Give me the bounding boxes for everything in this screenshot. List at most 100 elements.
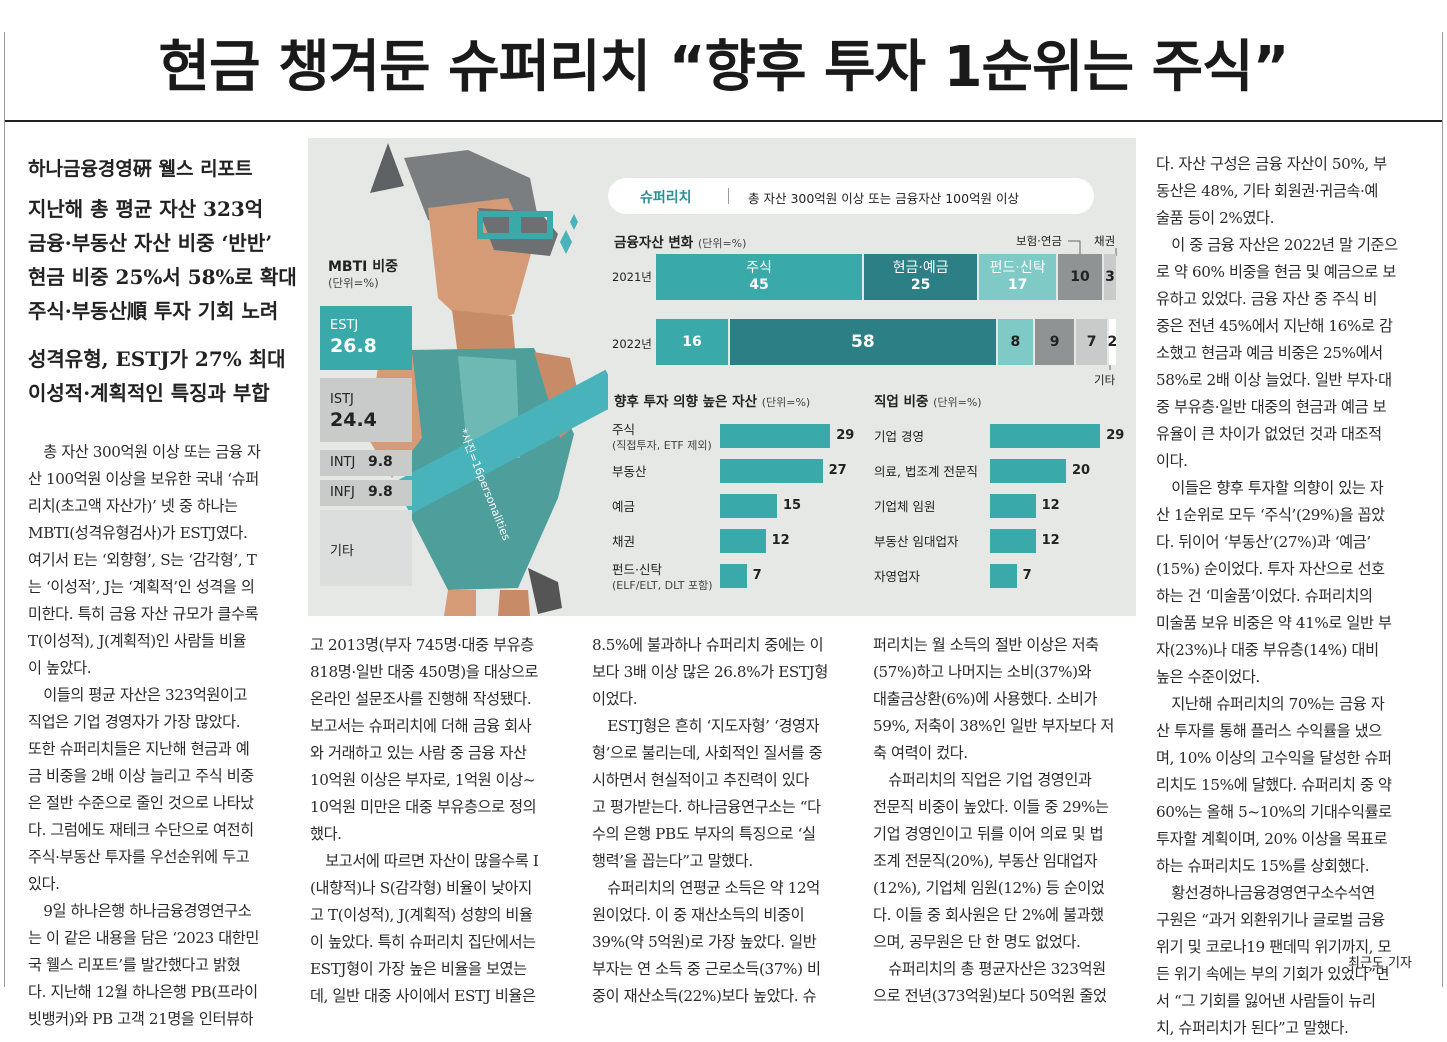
occupation-value: 29 bbox=[1106, 428, 1125, 443]
text-line: 빗뱅커)와 PB 고객 21명을 인터뷰하 bbox=[28, 1010, 254, 1028]
occupation-label-text: 부동산 임대업자 bbox=[874, 534, 959, 549]
future_investment-bar bbox=[720, 459, 823, 483]
occupation-label: 부동산 임대업자 bbox=[874, 534, 958, 549]
text-line: 보고서는 슈퍼리치에 더해 금융 회사 bbox=[310, 717, 532, 735]
occupation-bar bbox=[990, 529, 1036, 553]
future_investment-value: 15 bbox=[783, 498, 802, 513]
fin-segment-value: 8 bbox=[1010, 333, 1021, 350]
occupation-bar bbox=[990, 494, 1036, 518]
text-line: 으며, 공무원은 단 한 명도 없었다. bbox=[873, 933, 1081, 951]
text-line: 술품 등이 2%였다. bbox=[1156, 209, 1275, 227]
fin-title-text: 금융자산 변화 bbox=[614, 235, 694, 251]
text-line: 여기서 E는 ‘외향형’, S는 ‘감각형’, T bbox=[28, 551, 257, 569]
paragraph: 보고서에 따르면 자산이 많을수록 I (내향적)나 S(감각형) 비율이 낮아지… bbox=[310, 848, 572, 1010]
fin-segment-label: 펀드·신탁 bbox=[989, 260, 1046, 276]
fin-segment-2021년-2: 펀드·신탁 17 bbox=[979, 254, 1056, 300]
fin-segment-value: 45 bbox=[749, 277, 769, 293]
future_investment-bar bbox=[720, 494, 777, 518]
text-line: 미술품 보유 비중은 약 41%로 일반 부 bbox=[1156, 614, 1392, 632]
text-line: 은 절반 수준으로 줄인 것으로 나타났 bbox=[28, 794, 254, 812]
fin-segment-label: 현금·예금 bbox=[892, 260, 949, 276]
text-line: 전문직 비중이 높았다. 이들 중 29%는 bbox=[873, 798, 1109, 816]
fin-segment-2022년-5: 2 bbox=[1108, 319, 1117, 365]
text-line: 와 거래하고 있는 사람 중 금융 자산 bbox=[310, 744, 527, 762]
text-line: 다. 지난해 12월 하나은행 PB(프라이 bbox=[28, 983, 258, 1001]
text-line: (12%), 기업체 임원(12%) 등 순이었 bbox=[873, 879, 1105, 897]
future_investment-label: 펀드·신탁 (ELF/ELT, DLT 포함) bbox=[612, 562, 713, 593]
text-line: 리치(초고액 자산가)’ 넷 중 하나는 bbox=[28, 497, 238, 515]
mbti-intj-label: INTJ bbox=[330, 455, 356, 470]
occupation-label-text: 의료, 법조계 전문직 bbox=[874, 464, 978, 479]
future_investment-label-text: 예금 bbox=[612, 499, 636, 514]
subhead-6: 이성적·계획적인 특징과 부합 bbox=[28, 381, 270, 405]
text-line: 유하고 있었다. 금융 자산 중 주식 비 bbox=[1156, 290, 1378, 308]
label-insurance: 보험·연금 bbox=[1016, 234, 1062, 248]
text-line: 58%로 2배 이상 늘었다. 일반 부자·대 bbox=[1156, 371, 1392, 389]
year-2022: 2022년 bbox=[612, 337, 652, 351]
occupation-bar bbox=[990, 424, 1101, 448]
future_investment-value: 7 bbox=[752, 568, 762, 583]
occupation-value: 12 bbox=[1041, 498, 1060, 513]
occupation-value: 7 bbox=[1022, 568, 1032, 583]
text-line: T(이성적), J(계획적)인 사람들 비율 bbox=[28, 632, 247, 650]
label-other: 기타 bbox=[1094, 373, 1116, 387]
text-line: 형’으로 불리는데, 사회적인 질서를 중 bbox=[592, 744, 823, 762]
text-line: 하는 슈퍼리치도 15%를 상회했다. bbox=[1156, 857, 1370, 875]
text-line: 치, 슈퍼리치가 된다”고 말했다. bbox=[1156, 1019, 1349, 1037]
future_investment-label-text: 부동산 bbox=[612, 464, 647, 479]
fin-segment-2021년-4: 3 bbox=[1104, 254, 1116, 300]
text-line: 수의 은행 PB도 부자의 특징으로 ‘실 bbox=[592, 825, 816, 843]
mbti-intj-value: 9.8 bbox=[368, 454, 393, 470]
text-line: 고 2013명(부자 745명·대중 부유층 bbox=[310, 636, 534, 654]
text-line: 시하면서 현실적이고 추진력이 있다 bbox=[592, 771, 809, 789]
text-line: 이 중 금융 자산은 2022년 말 기준으 bbox=[1171, 236, 1398, 254]
text-line: 금 비중을 2배 이상 늘리고 주식 비중 bbox=[28, 767, 254, 785]
text-line: (15%) 순이었다. 투자 자산으로 선호 bbox=[1156, 560, 1385, 578]
fin-segment-value: 3 bbox=[1105, 268, 1115, 285]
fin-segment-value: 7 bbox=[1086, 333, 1097, 350]
text-line: 서 “그 기회를 잃어낸 사람들이 뉴리 bbox=[1156, 992, 1376, 1010]
text-line: 59%, 저축이 38%인 일반 부자보다 저 bbox=[873, 717, 1114, 735]
article-column-3: 8.5%에 불과하나 슈퍼리치 중에는 이 보다 3배 이상 많은 26.8%가 … bbox=[592, 632, 854, 1010]
text-line: 동산은 48%, 기타 회원권·귀금속·예 bbox=[1156, 182, 1378, 200]
text-line: 다. 뒤이어 ‘부동산’(27%)과 ‘예금’ bbox=[1156, 533, 1371, 551]
text-line: 산 100억원 이상을 보유한 국내 ‘슈퍼 bbox=[28, 470, 259, 488]
text-line: 자(23%)나 대중 부유층(14%) 대비 bbox=[1156, 641, 1379, 659]
subhead-5: 성격유형, ESTJ가 27% 최대 bbox=[28, 347, 286, 371]
text-line: 39%(약 5억원)로 가장 높았다. 일반 bbox=[592, 933, 817, 951]
future_investment-label: 예금 bbox=[612, 499, 635, 514]
text-line: 온라인 설문조사를 진행해 작성됐다. bbox=[310, 690, 532, 708]
text-line: 슈퍼리치의 연평균 소득은 약 12억 bbox=[607, 879, 820, 897]
text-line: 있다. bbox=[28, 875, 60, 893]
future_investment-label-text: 채권 bbox=[612, 534, 636, 549]
mbti-istj-label: ISTJ bbox=[330, 392, 354, 407]
fin-segment-value: 9 bbox=[1049, 333, 1060, 350]
text-line: (57%)하고 나머지는 소비(37%)와 bbox=[873, 663, 1092, 681]
mbti-other-block: 기타 bbox=[320, 510, 412, 586]
occupation-label-text: 기업체 임원 bbox=[874, 499, 936, 514]
text-line: 818명·일반 대중 450명)을 대상으로 bbox=[310, 663, 539, 681]
left-border bbox=[4, 32, 5, 987]
paragraph: 이 중 금융 자산은 2022년 말 기준으 로 약 60% 비중을 현금 및 예… bbox=[1156, 232, 1418, 475]
text-line: 조계 전문직(20%), 부동산 임대업자 bbox=[873, 852, 1098, 870]
paragraph: 고 2013명(부자 745명·대중 부유층 818명·일반 대중 450명)을 … bbox=[310, 632, 572, 848]
mbti-title: MBTI 비중 bbox=[328, 259, 398, 275]
text-line: 60%는 올해 5~10%의 기대수익률로 bbox=[1156, 803, 1392, 821]
future_investment-label-text: 주식 bbox=[612, 422, 636, 437]
text-line: 중이 재산소득(22%)보다 높았다. 슈 bbox=[592, 987, 817, 1005]
subhead-3: 현금 비중 25%서 58%로 확대 bbox=[28, 265, 297, 289]
paragraph: 슈퍼리치의 총 평균자산은 323억원 으로 전년(373억원)보다 50억원 줄… bbox=[873, 956, 1135, 1010]
future_investment-bar bbox=[720, 424, 831, 448]
text-line: 산 1순위로 모두 ‘주식’(29%)을 꼽았 bbox=[1156, 506, 1385, 524]
mbti-istj-value: 24.4 bbox=[330, 409, 377, 431]
mbti-istj-block: ISTJ 24.4 bbox=[320, 378, 412, 442]
text-line: 중은 전년 45%에서 지난해 16%로 감 bbox=[1156, 317, 1393, 335]
occupation-bar bbox=[990, 459, 1066, 483]
text-line: 원이었다. 이 중 재산소득의 비중이 bbox=[592, 906, 805, 924]
fin-segment-2022년-2: 8 bbox=[997, 319, 1033, 365]
text-line: 든 위기 속에는 부의 기회가 있었다”면 bbox=[1156, 965, 1390, 983]
fin-leader-lines bbox=[1068, 240, 1117, 370]
mbti-infj-label: INFJ bbox=[330, 485, 355, 500]
